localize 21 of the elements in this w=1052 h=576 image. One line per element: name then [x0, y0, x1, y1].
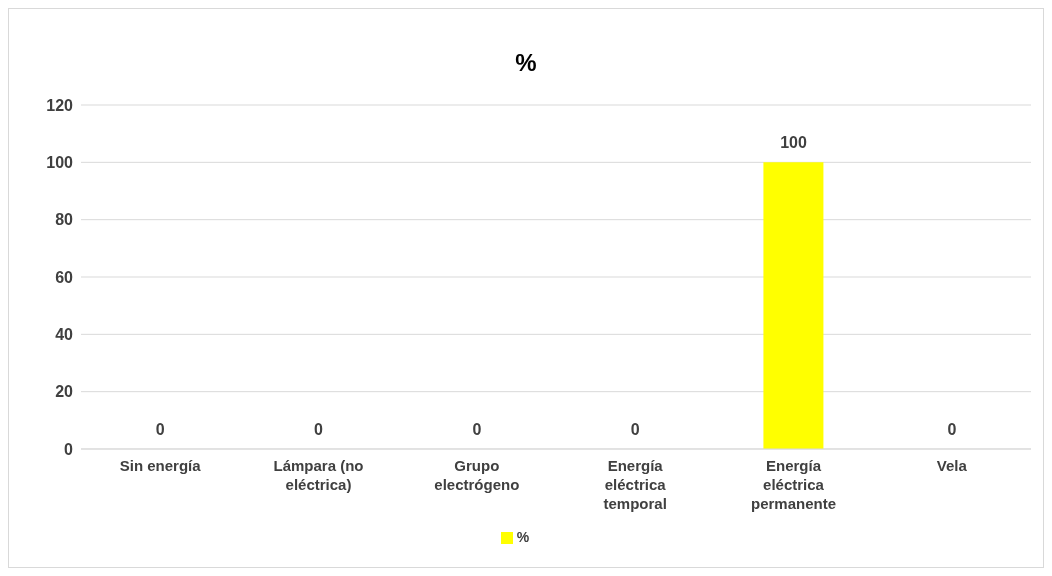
data-label: 100 — [780, 134, 807, 152]
chart-title: % — [514, 49, 538, 78]
legend-label: % — [516, 529, 530, 545]
data-label: 0 — [155, 421, 165, 438]
y-tick-label: 20 — [55, 383, 74, 401]
x-tick-label: Vela — [936, 457, 968, 474]
data-label: 0 — [947, 421, 957, 438]
y-tick-label: 100 — [46, 154, 74, 172]
x-tick-label: Energía eléctrica permanente — [750, 457, 837, 512]
y-tick-label: 40 — [55, 326, 74, 344]
data-label: 0 — [472, 421, 482, 438]
data-label: 0 — [314, 421, 324, 438]
x-tick-label: Sin energía — [119, 457, 202, 474]
x-tick-label: Lámpara (no eléctrica) — [273, 457, 364, 493]
y-tick-label: 80 — [55, 211, 74, 229]
y-tick-label: 0 — [64, 440, 74, 458]
data-label: 0 — [630, 421, 640, 438]
y-tick-label: 60 — [55, 268, 74, 286]
x-tick-label: Grupo electrógeno — [434, 457, 520, 493]
x-tick-label: Energía eléctrica temporal — [603, 457, 667, 512]
y-tick-label: 120 — [46, 96, 74, 114]
